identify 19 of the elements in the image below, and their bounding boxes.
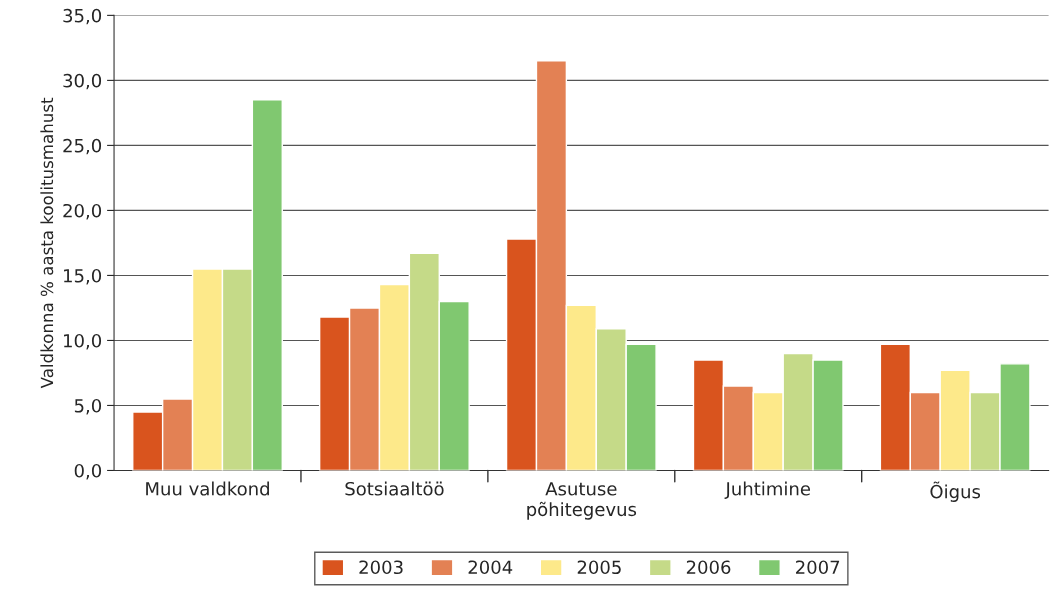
x-tick-label: Muu valdkond bbox=[146, 481, 269, 496]
y-tick-label: 15,0 bbox=[64, 268, 102, 285]
y-tick-label: 0,0 bbox=[74, 463, 102, 480]
x-tick-label: Sotsiaaltöö bbox=[345, 481, 444, 496]
y-tick-label: 35,0 bbox=[63, 8, 102, 25]
legend-label: 2004 bbox=[468, 560, 513, 575]
x-tick-label: Juhtimine bbox=[724, 481, 811, 499]
y-tick-label: 30,0 bbox=[63, 73, 102, 90]
legend-label: 2006 bbox=[686, 560, 731, 575]
x-tick-label: Asutuse põhitegevus bbox=[527, 482, 637, 520]
y-tick-label: 5,0 bbox=[74, 398, 102, 415]
x-tick-label: Õigus bbox=[930, 481, 981, 502]
y-tick-label: 10,0 bbox=[64, 333, 102, 350]
legend-label: 2005 bbox=[577, 560, 621, 575]
legend-label: 2003 bbox=[359, 560, 403, 575]
legend-label: 2007 bbox=[796, 560, 840, 575]
y-axis-title: Valdkonna % aasta koolitusmahust bbox=[40, 97, 54, 389]
y-tick-label: 20,0 bbox=[63, 203, 102, 220]
y-tick-label: 25,0 bbox=[63, 138, 102, 155]
